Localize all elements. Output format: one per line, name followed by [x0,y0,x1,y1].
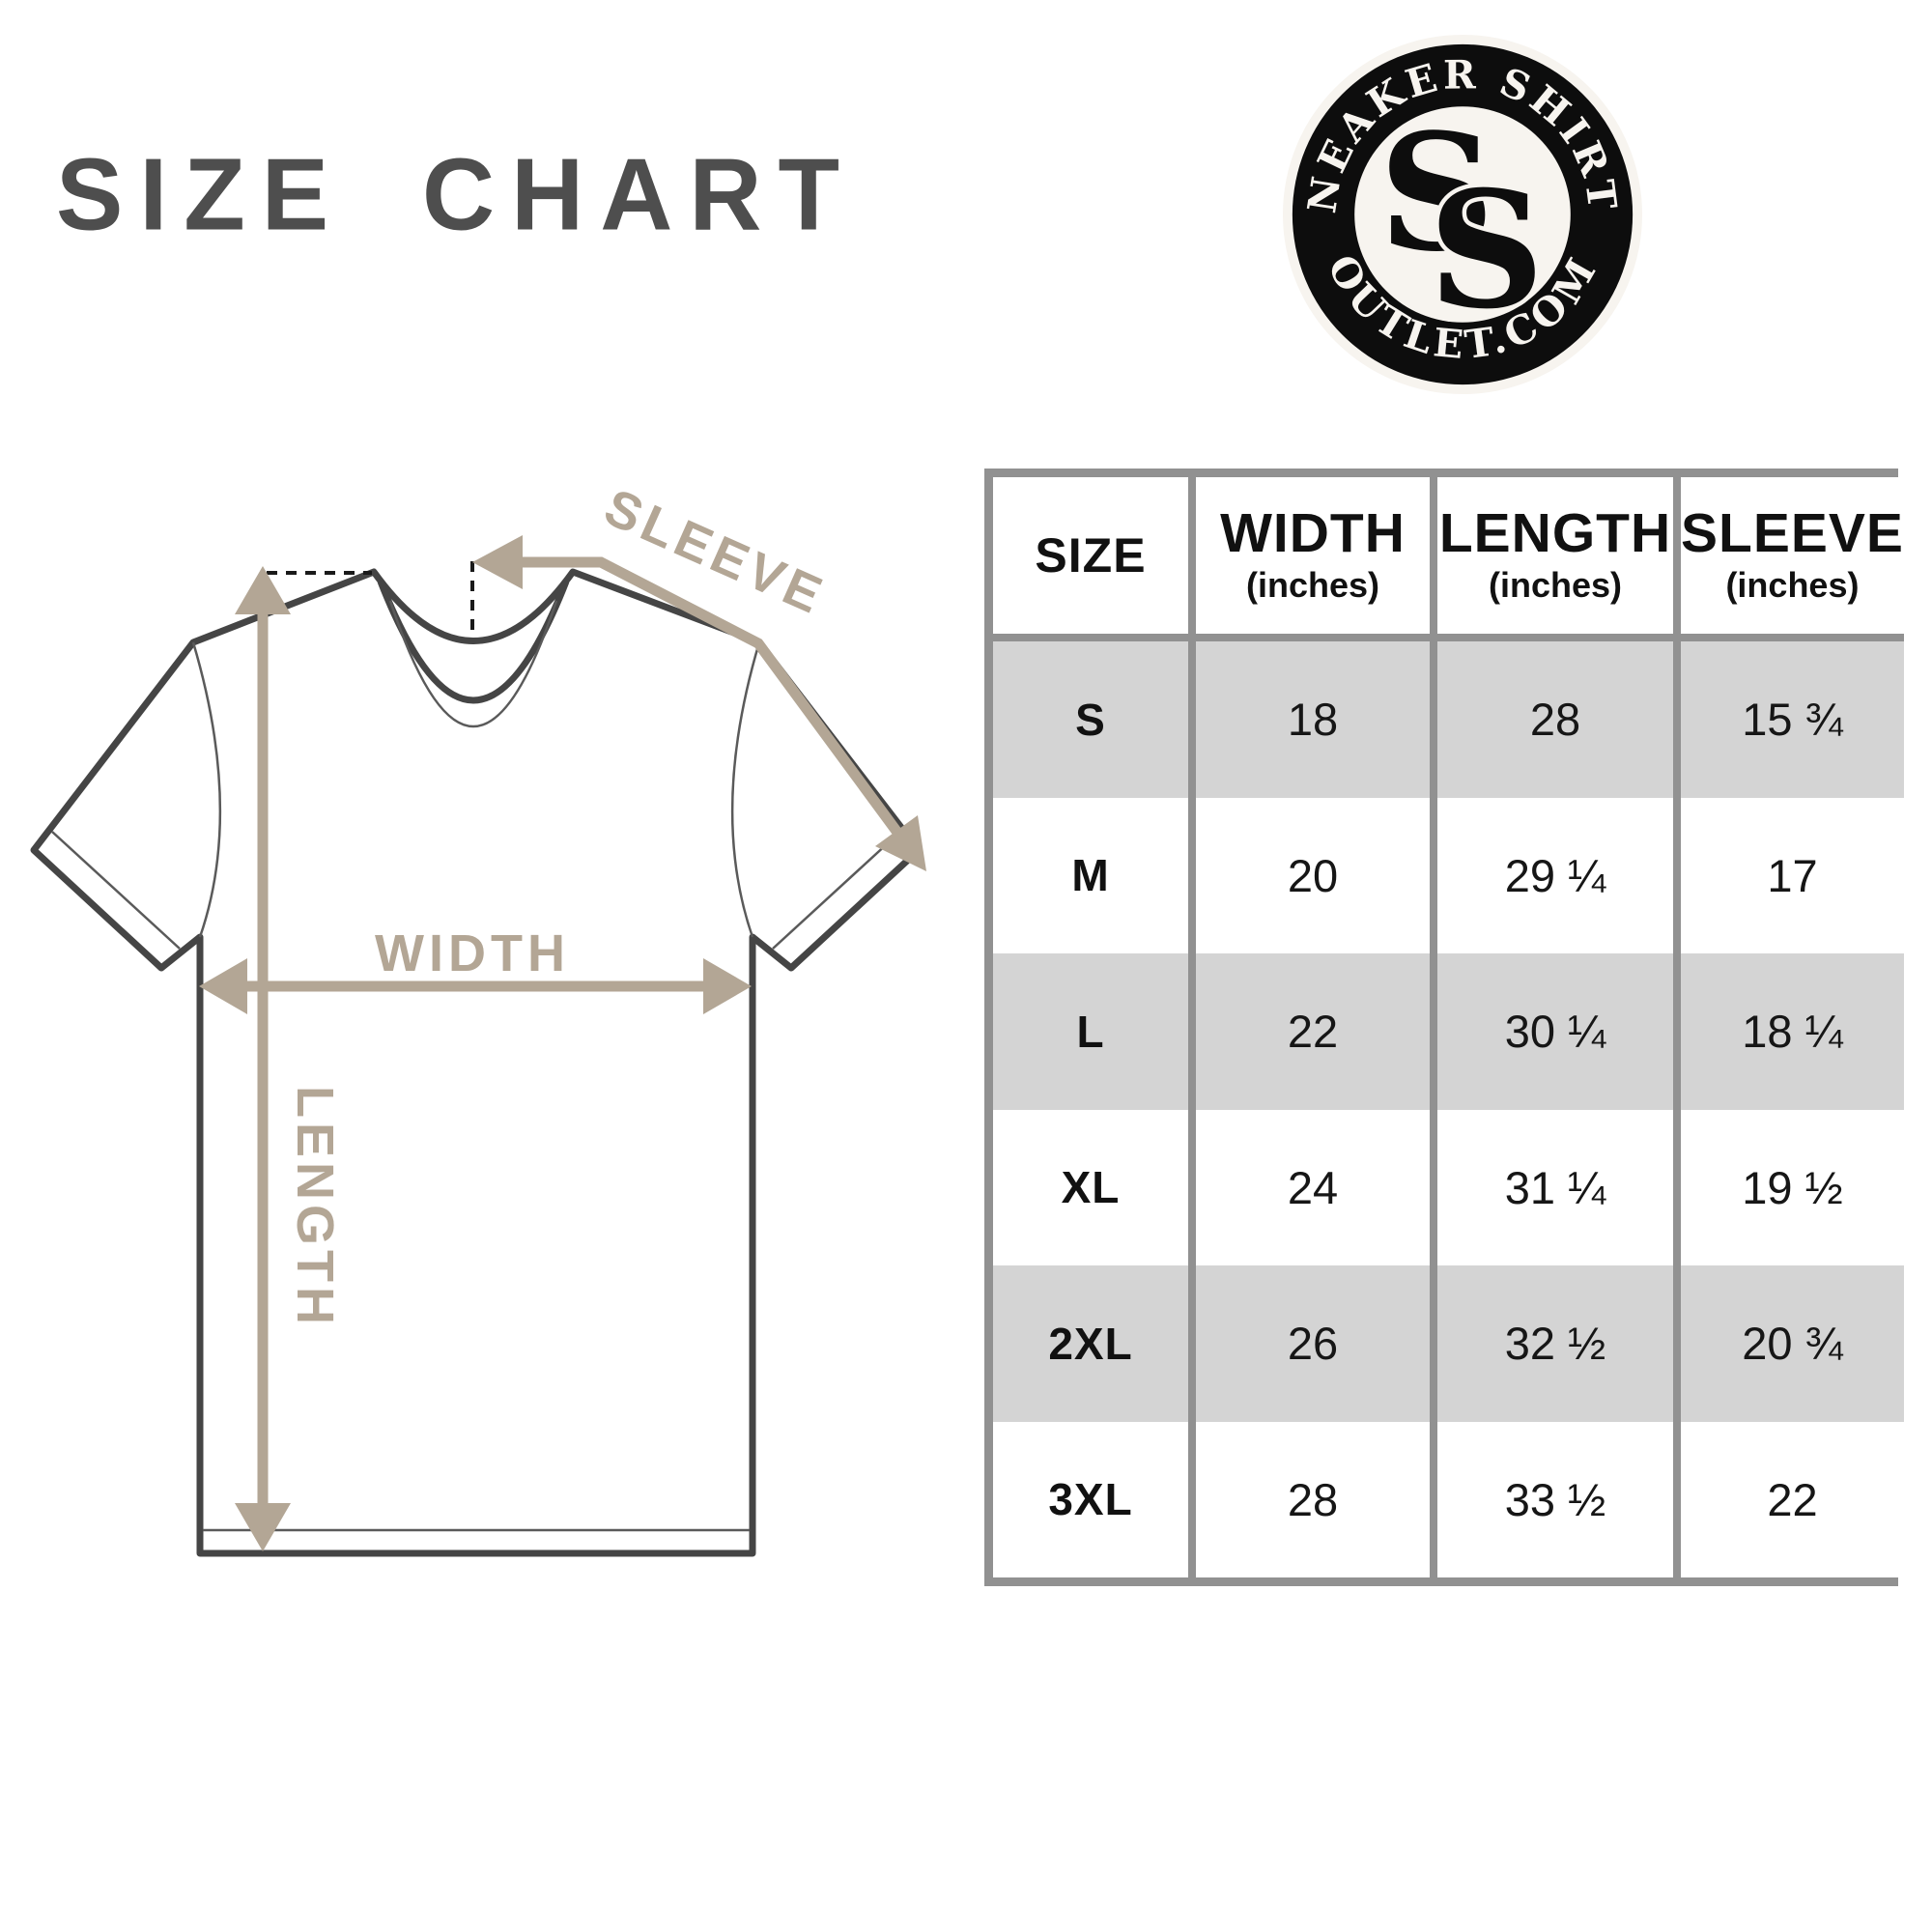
width-cell: 18 [1188,641,1430,798]
width-arrow [199,958,752,1014]
width-value: 18 [1287,694,1339,746]
sleeve-cell: 18 ¼ [1673,953,1904,1110]
tshirt-outline [30,568,923,1557]
length-value: 30 ¼ [1504,1006,1606,1058]
size-value: 3XL [1048,1474,1133,1525]
length-cell: 31 ¼ [1430,1109,1673,1265]
width-cell: 28 [1188,1421,1430,1577]
width-value: 22 [1287,1006,1339,1058]
length-cell: 32 ½ [1430,1265,1673,1422]
sleeve-value: 20 ¾ [1742,1318,1843,1370]
length-value: 28 [1529,694,1581,746]
header-length-cell: LENGTH (inches) [1430,477,1673,641]
brand-logo: SNEAKER SHIRTS OUTLET.COM S S [1281,33,1644,396]
header-width-sub: (inches) [1245,564,1380,605]
length-cell: 30 ¼ [1430,953,1673,1110]
sleeve-cell: 22 [1673,1421,1904,1577]
header-size-cell: SIZE [993,477,1188,641]
sleeve-cell: 19 ½ [1673,1109,1904,1265]
header-length-sub: (inches) [1488,564,1623,605]
size-value: S [1075,694,1106,745]
right-cuff-seam [772,831,901,950]
sleeve-value: 18 ¼ [1742,1006,1843,1058]
width-cell: 20 [1188,797,1430,953]
size-cell: S [993,641,1188,798]
width-label: WIDTH [375,924,570,982]
header-sleeve-sub: (inches) [1725,564,1860,605]
width-cell: 22 [1188,953,1430,1110]
sleeve-value: 22 [1767,1473,1818,1525]
size-cell: XL [993,1109,1188,1265]
header-sleeve-cell: SLEEVE (inches) [1673,477,1904,641]
monogram-letter-2: S [1429,156,1545,345]
size-table: SIZE WIDTH (inches) LENGTH (inches) SLEE… [984,469,1904,1586]
length-value: 33 ½ [1504,1473,1606,1525]
length-arrow [235,566,291,1551]
brand-logo-svg: SNEAKER SHIRTS OUTLET.COM S S [1282,34,1643,395]
size-value: XL [1061,1162,1121,1213]
sleeve-value: 19 ½ [1742,1161,1843,1213]
header-width-label: WIDTH [1220,502,1406,565]
sleeve-cell: 20 ¾ [1673,1265,1904,1422]
width-value: 24 [1287,1161,1339,1213]
length-cell: 33 ½ [1430,1421,1673,1577]
header-size-label: SIZE [1035,527,1147,582]
logo-inner-disc [1354,106,1571,323]
collar-ribbing-thick [377,580,570,704]
size-value: M [1071,850,1110,901]
size-value: 2XL [1048,1318,1133,1369]
monogram-letter-1: S [1378,99,1494,288]
sleeve-value: 17 [1767,849,1818,901]
width-cell: 24 [1188,1109,1430,1265]
length-cell: 29 ¼ [1430,797,1673,953]
size-cell: L [993,953,1188,1110]
width-cell: 26 [1188,1265,1430,1422]
size-value: L [1076,1006,1105,1057]
header-sleeve-label: SLEEVE [1681,502,1904,565]
header-width-cell: WIDTH (inches) [1188,477,1430,641]
length-cell: 28 [1430,641,1673,798]
logo-monogram: S S [1378,99,1548,350]
tshirt-diagram: WIDTH LENGTH SLEEVE [0,406,976,1642]
sleeve-value: 15 ¾ [1742,694,1843,746]
collar-seam-thin [388,600,558,727]
left-armhole-seam [191,641,222,938]
width-value: 28 [1287,1473,1339,1525]
width-value: 20 [1287,849,1339,901]
sleeve-cell: 17 [1673,797,1904,953]
left-cuff-seam [51,831,181,950]
size-cell: M [993,797,1188,953]
tshirt-diagram-svg: WIDTH LENGTH SLEEVE [30,478,926,1557]
sleeve-arrow [472,535,926,871]
sleeve-cell: 15 ¾ [1673,641,1904,798]
width-value: 26 [1287,1318,1339,1370]
length-value: 32 ½ [1504,1318,1606,1370]
length-value: 31 ¼ [1504,1161,1606,1213]
size-cell: 3XL [993,1421,1188,1577]
length-value: 29 ¼ [1504,849,1606,901]
length-label: LENGTH [286,1086,344,1329]
header-length-label: LENGTH [1438,502,1672,565]
page-title: SIZE CHART [56,137,856,253]
right-armhole-seam [730,641,761,938]
size-cell: 2XL [993,1265,1188,1422]
